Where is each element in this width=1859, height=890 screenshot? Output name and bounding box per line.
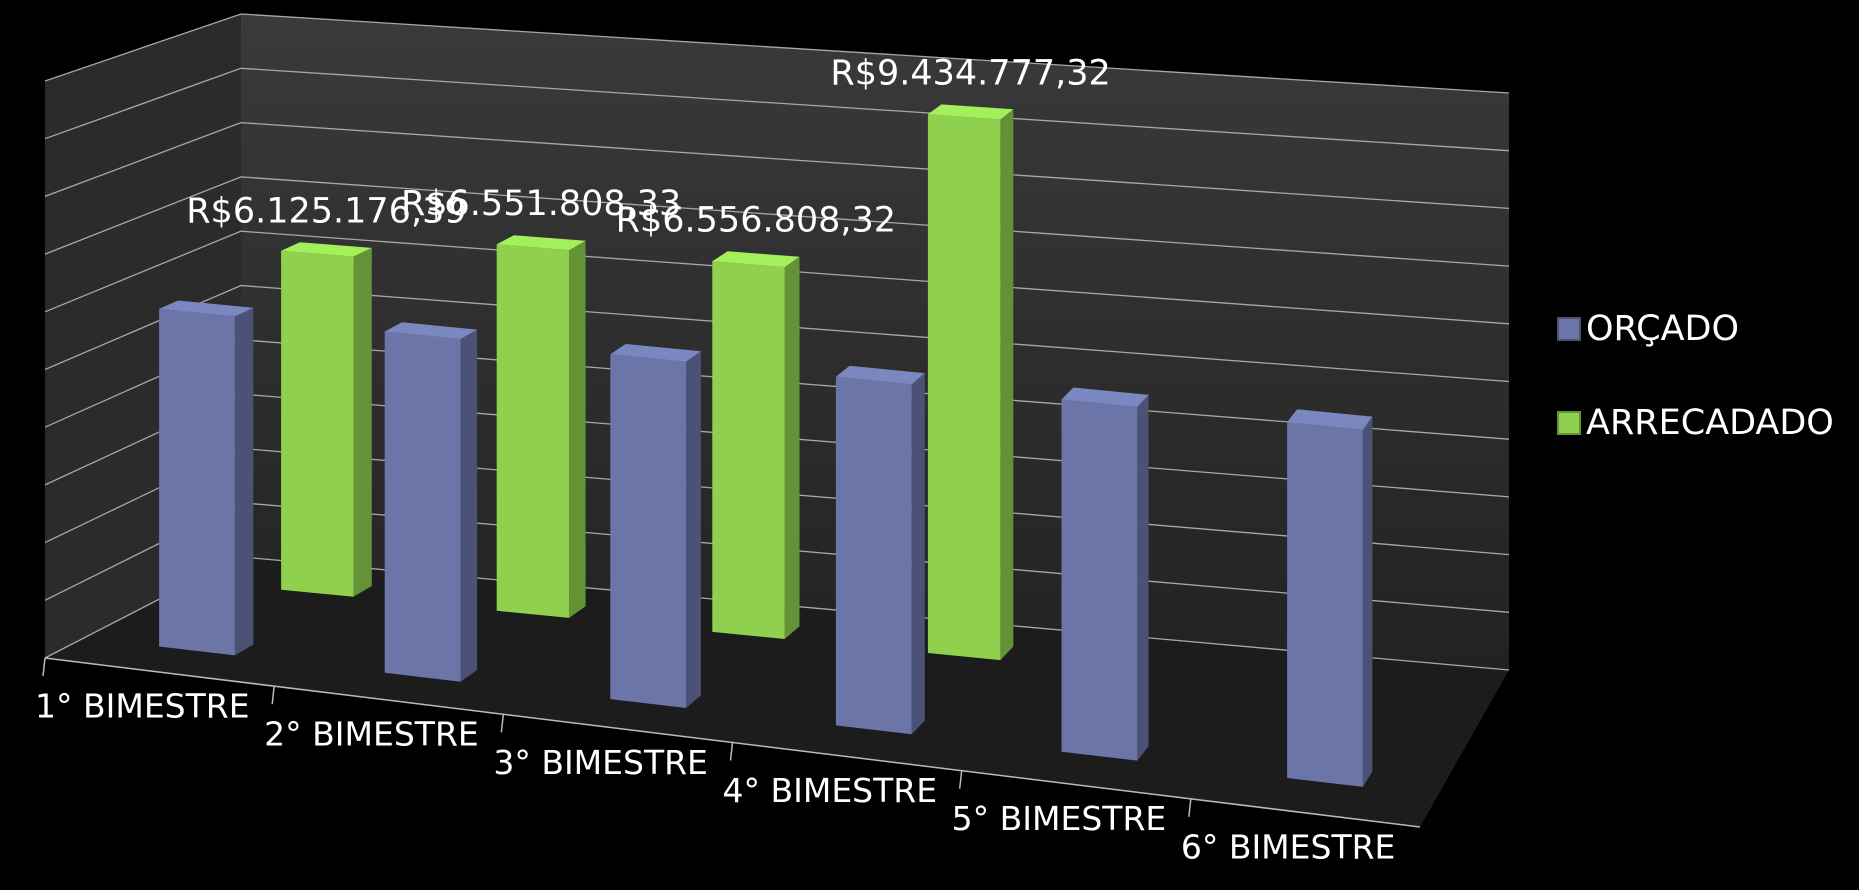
grid-line bbox=[44, 176, 1510, 267]
bar-top bbox=[496, 235, 586, 251]
bar-top bbox=[281, 242, 372, 257]
legend-label: ORÇADO bbox=[1586, 309, 1739, 349]
data-label: R$6.556.808,32 bbox=[616, 200, 896, 240]
bar-side bbox=[234, 307, 254, 656]
data-label: R$9.434.777,32 bbox=[830, 53, 1110, 93]
x-tick bbox=[1188, 798, 1192, 817]
grid-line bbox=[44, 230, 1510, 325]
x-tick-label: 5° BIMESTRE bbox=[952, 799, 1167, 838]
bar-side bbox=[1000, 109, 1014, 661]
bar-side bbox=[784, 256, 800, 639]
bar-side bbox=[460, 329, 478, 682]
bar-top bbox=[1061, 387, 1149, 408]
x-tick bbox=[271, 686, 275, 705]
bar bbox=[712, 261, 785, 639]
x-tick-label: 1° BIMESTRE bbox=[35, 687, 250, 726]
legend-swatch bbox=[1557, 317, 1581, 341]
bar bbox=[610, 354, 687, 708]
bar-side bbox=[686, 351, 701, 708]
bar-top bbox=[927, 104, 1014, 120]
data-label: R$6.125.176,39 bbox=[186, 191, 466, 231]
bar-top bbox=[159, 300, 254, 317]
x-tick-label: 3° BIMESTRE bbox=[493, 743, 708, 782]
bar bbox=[281, 250, 354, 597]
data-label: R$6.551.808,33 bbox=[401, 184, 681, 224]
bar-side bbox=[1137, 394, 1149, 761]
x-tick bbox=[42, 657, 46, 677]
bar-side bbox=[911, 373, 925, 735]
bar-top bbox=[1287, 409, 1373, 430]
x-tick bbox=[958, 770, 963, 789]
x-tick-label: 4° BIMESTRE bbox=[723, 771, 938, 810]
bar-side bbox=[1362, 416, 1373, 787]
bar-top bbox=[610, 344, 701, 362]
bar-top bbox=[835, 365, 925, 385]
bar bbox=[1061, 399, 1138, 761]
bar bbox=[835, 376, 912, 735]
bar-side bbox=[353, 247, 372, 597]
bar bbox=[384, 331, 461, 682]
bar bbox=[1287, 422, 1363, 787]
grid-line bbox=[44, 284, 1510, 383]
legend-swatch bbox=[1557, 411, 1581, 435]
x-tick-label: 2° BIMESTRE bbox=[264, 715, 479, 754]
grid-line bbox=[44, 13, 1510, 94]
bar bbox=[496, 244, 570, 618]
bar-top bbox=[384, 322, 478, 340]
x-tick bbox=[500, 714, 505, 733]
x-tick bbox=[729, 742, 734, 761]
x-tick-label: 6° BIMESTRE bbox=[1181, 827, 1396, 866]
bar bbox=[159, 308, 235, 656]
legend-label: ARRECADADO bbox=[1586, 403, 1834, 443]
bar-side bbox=[569, 240, 586, 618]
grid-line bbox=[44, 121, 1510, 210]
bar-top bbox=[712, 251, 800, 268]
grid-line bbox=[44, 67, 1510, 152]
bar bbox=[927, 114, 1001, 661]
